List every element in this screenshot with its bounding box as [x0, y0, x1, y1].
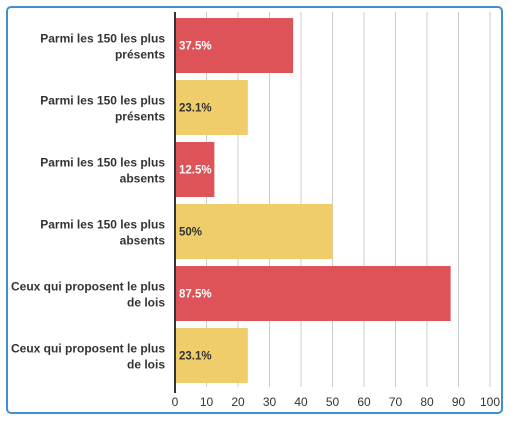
bar-value-label: 23.1% [179, 103, 212, 115]
x-tick-label: 10 [200, 395, 214, 409]
x-tick-label: 90 [452, 395, 466, 409]
x-tick-label: 0 [172, 395, 179, 409]
x-tick-label: 20 [231, 395, 245, 409]
category-label: Parmi les 150 les plus absents [40, 156, 165, 186]
x-tick-label: 100 [480, 395, 500, 409]
grid-lines [174, 12, 491, 393]
x-tick-label: 50 [326, 395, 340, 409]
bars [176, 18, 451, 383]
bar [176, 204, 333, 259]
bar [176, 80, 248, 135]
x-tick-label: 70 [389, 395, 403, 409]
bar [176, 266, 451, 321]
bar-value-label: 23.1% [179, 351, 212, 363]
labels: 0 10 20 30 40 50 60 70 80 90 100 37.5% Parmi les 150… [11, 32, 500, 410]
bar-value-label: 87.5% [179, 289, 212, 301]
category-label: Parmi les 150 les plus absents [40, 218, 165, 248]
category-label: Parmi les 150 les plus présents [40, 32, 165, 62]
category-label: Ceux qui proposent le plus de lois [11, 342, 165, 372]
bar-value-label: 12.5% [179, 165, 212, 177]
x-tick-label: 30 [263, 395, 277, 409]
x-tick-label: 40 [294, 395, 308, 409]
bar [176, 142, 215, 197]
bar [176, 18, 294, 73]
category-label: Parmi les 150 les plus présents [40, 94, 165, 124]
bar-value-label: 37.5% [179, 41, 212, 53]
bar-value-label: 50% [179, 227, 202, 239]
category-label: Ceux qui proposent le plus de lois [11, 280, 165, 310]
bar [176, 328, 248, 383]
x-tick-label: 60 [357, 395, 371, 409]
x-tick-label: 80 [420, 395, 434, 409]
